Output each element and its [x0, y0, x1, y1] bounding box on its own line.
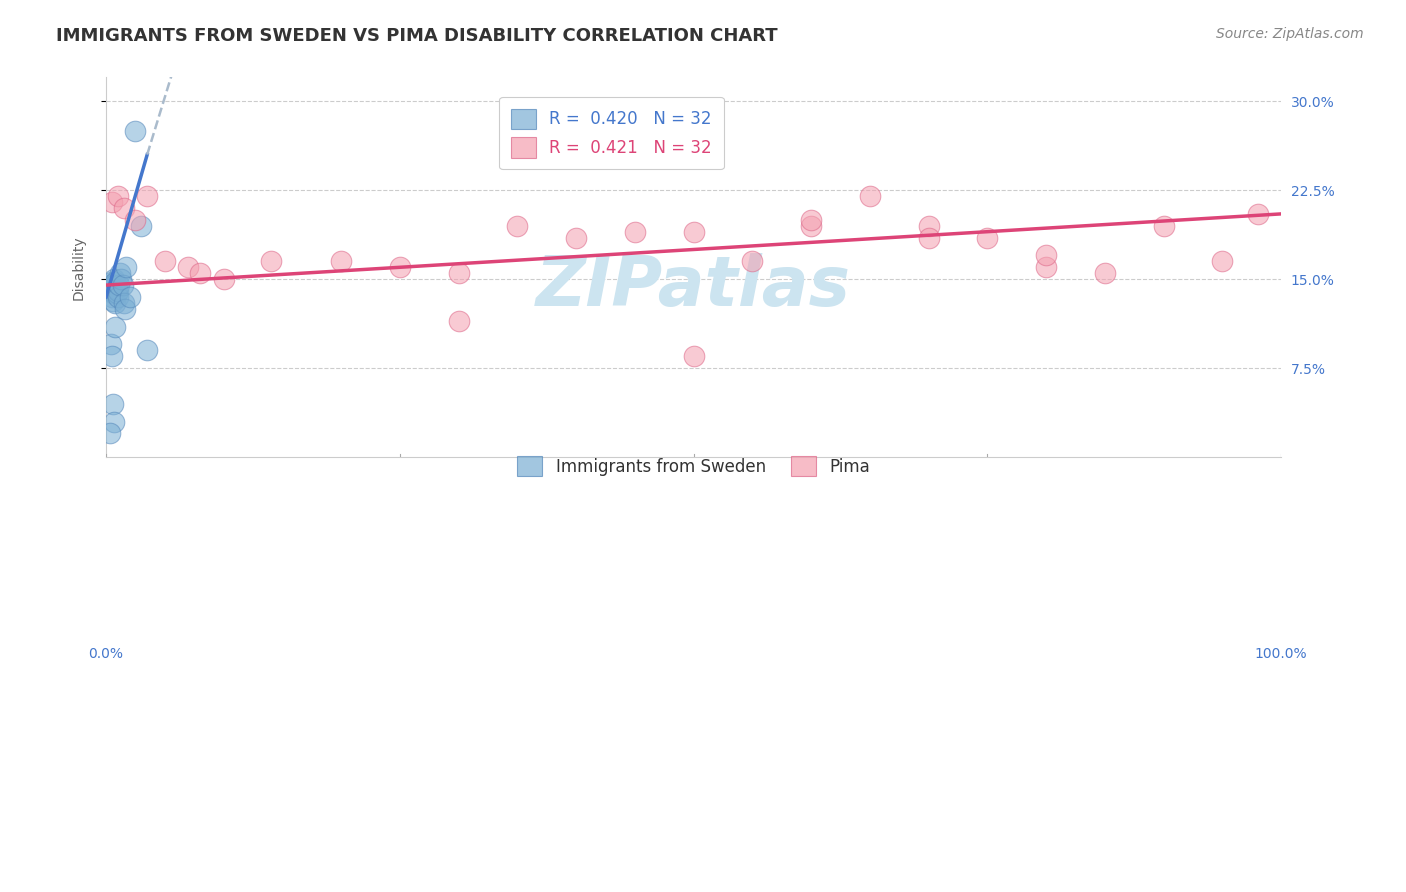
Point	[447, 314, 470, 328]
Point	[330, 254, 353, 268]
Point	[101, 397, 124, 411]
Point	[108, 278, 131, 293]
Point	[506, 219, 529, 233]
Point	[112, 201, 135, 215]
Point	[976, 230, 998, 244]
Text: 0.0%: 0.0%	[89, 647, 124, 661]
Point	[103, 272, 125, 286]
Point	[114, 301, 136, 316]
Point	[107, 189, 129, 203]
Point	[800, 219, 823, 233]
Point	[212, 272, 235, 286]
Point	[98, 278, 121, 293]
Text: IMMIGRANTS FROM SWEDEN VS PIMA DISABILITY CORRELATION CHART: IMMIGRANTS FROM SWEDEN VS PIMA DISABILIT…	[56, 27, 778, 45]
Point	[917, 219, 939, 233]
Point	[107, 290, 129, 304]
Point	[101, 286, 124, 301]
Point	[112, 296, 135, 310]
Point	[388, 260, 411, 275]
Point	[1211, 254, 1233, 268]
Point	[859, 189, 882, 203]
Point	[565, 230, 588, 244]
Point	[741, 254, 763, 268]
Point	[153, 254, 176, 268]
Point	[104, 319, 127, 334]
Point	[101, 349, 124, 363]
Point	[101, 194, 124, 209]
Y-axis label: Disability: Disability	[72, 235, 86, 300]
Point	[98, 426, 121, 441]
Point	[105, 282, 128, 296]
Point	[103, 278, 125, 293]
Legend: R =  0.420   N = 32, R =  0.421   N = 32: R = 0.420 N = 32, R = 0.421 N = 32	[499, 97, 724, 169]
Point	[177, 260, 200, 275]
Point	[101, 284, 124, 298]
Point	[682, 349, 704, 363]
Point	[100, 282, 122, 296]
Point	[447, 266, 470, 280]
Point	[118, 290, 141, 304]
Point	[101, 290, 124, 304]
Point	[115, 260, 138, 275]
Point	[1246, 207, 1268, 221]
Point	[104, 275, 127, 289]
Point	[124, 124, 146, 138]
Point	[104, 296, 127, 310]
Point	[1035, 260, 1057, 275]
Text: 100.0%: 100.0%	[1254, 647, 1308, 661]
Point	[100, 337, 122, 351]
Text: ZIPatlas: ZIPatlas	[536, 252, 851, 319]
Point	[259, 254, 281, 268]
Point	[188, 266, 211, 280]
Point	[101, 293, 124, 308]
Point	[1153, 219, 1175, 233]
Point	[131, 219, 153, 233]
Point	[917, 230, 939, 244]
Point	[624, 225, 647, 239]
Point	[101, 275, 124, 289]
Point	[110, 272, 132, 286]
Point	[111, 278, 134, 293]
Point	[136, 343, 159, 358]
Point	[1035, 248, 1057, 262]
Point	[103, 415, 125, 429]
Point	[682, 225, 704, 239]
Point	[1094, 266, 1116, 280]
Point	[108, 266, 131, 280]
Point	[136, 189, 159, 203]
Point	[800, 212, 823, 227]
Text: Source: ZipAtlas.com: Source: ZipAtlas.com	[1216, 27, 1364, 41]
Point	[105, 286, 128, 301]
Point	[107, 284, 129, 298]
Point	[124, 212, 146, 227]
